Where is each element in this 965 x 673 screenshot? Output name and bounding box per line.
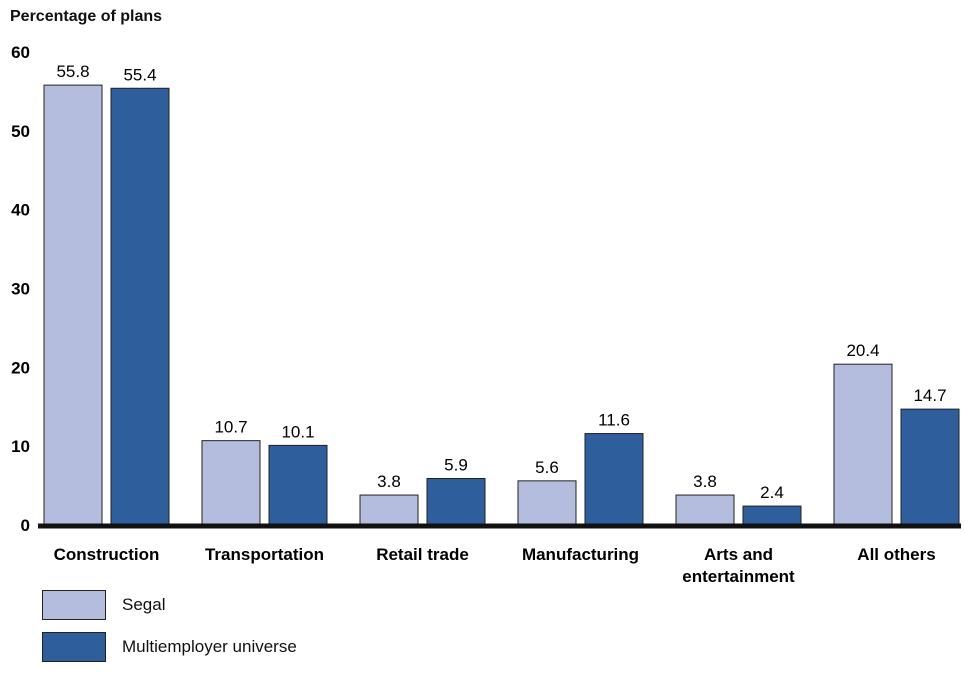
bar-value-label: 10.7 — [214, 418, 247, 437]
x-category-label: Construction — [54, 545, 160, 564]
y-tick-label: 40 — [11, 201, 30, 220]
bar-value-label: 2.4 — [760, 483, 784, 502]
y-tick-label: 30 — [11, 280, 30, 299]
legend-item-multiemployer: Multiemployer universe — [42, 631, 297, 663]
bar-value-label: 5.9 — [444, 455, 468, 474]
bar-multiemployer — [742, 505, 802, 526]
bar-segal — [201, 440, 261, 526]
bar-segal — [833, 363, 893, 526]
bar-value-label: 20.4 — [846, 341, 879, 360]
x-category-label: Transportation — [205, 545, 324, 564]
bar-segal — [43, 84, 103, 526]
legend-label-multiemployer: Multiemployer universe — [122, 637, 297, 656]
legend-swatch-multiemployer — [42, 632, 106, 662]
y-tick-label: 60 — [11, 43, 30, 62]
y-tick-label: 10 — [11, 437, 30, 456]
legend-item-segal: Segal — [42, 589, 297, 621]
bar-value-label: 11.6 — [598, 411, 630, 430]
legend-label-segal: Segal — [122, 595, 166, 614]
bar-value-label: 55.8 — [56, 62, 89, 81]
bar-segal — [517, 480, 577, 526]
bar-multiemployer — [426, 477, 486, 526]
x-category-label: Manufacturing — [522, 545, 639, 564]
bar-value-label: 55.4 — [123, 65, 156, 84]
bar-value-label: 5.6 — [535, 458, 559, 477]
bar-segal — [359, 494, 419, 526]
y-tick-label: 50 — [11, 122, 30, 141]
bar-multiemployer — [268, 444, 328, 526]
bar-value-label: 3.8 — [693, 472, 717, 491]
legend-swatch-segal — [42, 590, 106, 620]
bar-value-label: 3.8 — [377, 472, 401, 491]
legend: Segal Multiemployer universe — [42, 589, 297, 673]
bar-value-label: 14.7 — [913, 386, 946, 405]
bar-value-label: 10.1 — [281, 422, 314, 441]
bar-multiemployer — [900, 408, 960, 526]
x-category-label: All others — [857, 545, 935, 564]
bar-segal — [675, 494, 735, 526]
y-axis-title: Percentage of plans — [10, 8, 163, 25]
bar-multiemployer — [110, 87, 170, 526]
x-category-label: Arts and — [704, 545, 773, 564]
bar-multiemployer — [584, 433, 644, 526]
x-category-label: Retail trade — [376, 545, 469, 564]
x-category-label: entertainment — [682, 567, 795, 586]
y-tick-label: 0 — [21, 516, 30, 535]
y-tick-label: 20 — [11, 358, 30, 377]
